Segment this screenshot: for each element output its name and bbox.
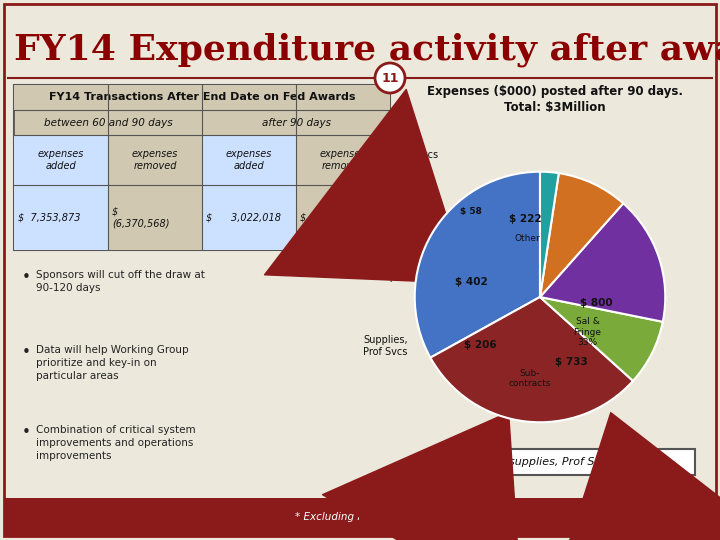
Text: Other: Other — [515, 234, 540, 242]
Bar — [202, 185, 296, 250]
Circle shape — [375, 63, 405, 93]
Text: $ 402: $ 402 — [455, 277, 487, 287]
Text: Data will help Working Group
prioritize and key-in on
particular areas: Data will help Working Group prioritize … — [36, 345, 189, 381]
Text: * Excluding PhA = $2.4M: * Excluding PhA = $2.4M — [295, 512, 425, 522]
Text: $ 58: $ 58 — [405, 162, 427, 172]
Text: •: • — [22, 345, 31, 360]
Text: $ 206: $ 206 — [464, 340, 496, 349]
Text: $ (2,975,288): $ (2,975,288) — [300, 213, 367, 222]
Text: expenses
added: expenses added — [226, 149, 272, 171]
Wedge shape — [431, 297, 633, 422]
Bar — [108, 135, 202, 185]
Text: expenses
added: expenses added — [38, 149, 84, 171]
Bar — [14, 85, 390, 250]
Wedge shape — [540, 297, 663, 381]
Text: $ 733: $ 733 — [555, 357, 588, 367]
Text: expenses
removed: expenses removed — [320, 149, 366, 171]
Bar — [14, 110, 202, 135]
Text: FY14 Expenditure activity after award end: FY14 Expenditure activity after award en… — [14, 33, 720, 68]
Bar — [14, 185, 108, 250]
Text: 11: 11 — [382, 71, 399, 84]
Text: after 90 days: after 90 days — [261, 118, 330, 127]
Text: •: • — [22, 425, 31, 440]
FancyArrowPatch shape — [323, 413, 522, 540]
Text: $ 800: $ 800 — [580, 298, 613, 308]
Text: $ 58: $ 58 — [460, 207, 482, 217]
Wedge shape — [540, 173, 624, 297]
Text: $
(6,370,568): $ (6,370,568) — [112, 207, 169, 228]
Bar — [14, 135, 108, 185]
Text: •: • — [22, 270, 31, 285]
Text: FY14 Transactions After End Date on Fed Awards: FY14 Transactions After End Date on Fed … — [49, 92, 355, 103]
Wedge shape — [540, 172, 559, 297]
Bar — [108, 185, 202, 250]
Text: Total: $3Million: Total: $3Million — [504, 102, 606, 114]
Text: Supplies,
Prof Svcs: Supplies, Prof Svcs — [363, 335, 408, 357]
Text: $ 222: $ 222 — [508, 214, 541, 224]
Text: Subs, supplies, Prof Svcs = 39%: Subs, supplies, Prof Svcs = 39% — [475, 457, 654, 467]
Text: Tuit &
Stipend: Tuit & Stipend — [377, 260, 415, 282]
Text: expenses
removed: expenses removed — [132, 149, 178, 171]
Text: LabSvcs: LabSvcs — [398, 150, 438, 160]
Text: Sub-
contracts: Sub- contracts — [509, 369, 552, 388]
Text: Expenses ($000) posted after 90 days.: Expenses ($000) posted after 90 days. — [427, 85, 683, 98]
Text: Sal &
Fringe
33%: Sal & Fringe 33% — [574, 317, 602, 347]
Wedge shape — [540, 204, 665, 322]
Bar — [202, 110, 390, 135]
Text: $  7,353,873: $ 7,353,873 — [18, 213, 81, 222]
Text: Sponsors will cut off the draw at
90-120 days: Sponsors will cut off the draw at 90-120… — [36, 270, 205, 293]
Bar — [296, 135, 390, 185]
Bar — [296, 185, 390, 250]
Wedge shape — [415, 172, 540, 357]
Text: Combination of critical system
improvements and operations
improvements: Combination of critical system improveme… — [36, 425, 196, 461]
Bar — [435, 449, 695, 475]
Bar — [14, 85, 390, 110]
FancyArrowPatch shape — [264, 90, 468, 284]
Bar — [202, 135, 296, 185]
Text: $      3,022,018: $ 3,022,018 — [206, 213, 281, 222]
Text: between 60 and 90 days: between 60 and 90 days — [44, 118, 172, 127]
Bar — [4, 498, 716, 536]
FancyArrowPatch shape — [549, 413, 720, 540]
